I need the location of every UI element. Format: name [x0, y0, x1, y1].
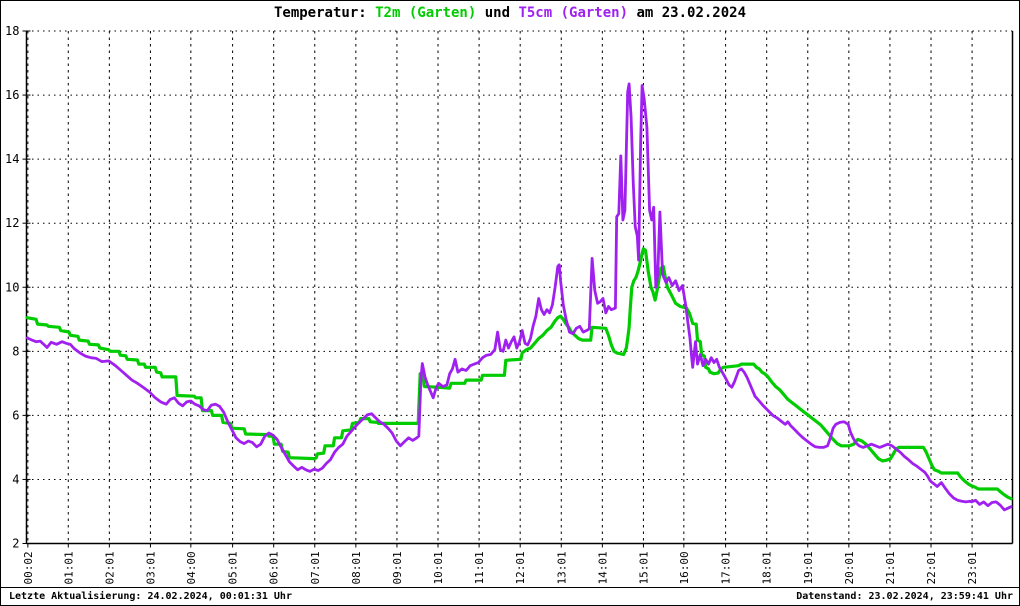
y-tick-label: 10 [5, 280, 19, 294]
series-line-t2m [25, 247, 1013, 501]
x-tick-label: 14:01 [596, 551, 609, 584]
x-tick-label: 15:01 [637, 551, 650, 584]
x-tick-label: 17:01 [720, 551, 733, 584]
chart-title: Temperatur: T2m (Garten) und T5cm (Garte… [1, 5, 1019, 21]
x-tick-label: 21:01 [884, 551, 897, 584]
y-tick-label: 14 [5, 152, 19, 166]
y-tick-label: 12 [5, 216, 19, 230]
x-tick-label: 02:01 [103, 551, 116, 584]
title-prefix: Temperatur: [273, 5, 376, 21]
title-suffix: am 23.02.2024 [628, 5, 747, 21]
y-tick-label: 16 [5, 88, 19, 102]
footer-last-update: Letzte Aktualisierung: 24.02.2024, 00:01… [9, 591, 292, 602]
y-tick-label: 2 [12, 537, 19, 551]
x-tick-label: 22:01 [925, 551, 938, 584]
x-tick-label: 00:02 [22, 551, 35, 584]
title-series1-legend: T2m (Garten) [375, 5, 477, 21]
footer-bar: Letzte Aktualisierung: 24.02.2024, 00:01… [1, 587, 1019, 605]
x-tick-label: 19:01 [802, 551, 815, 584]
x-tick-label: 01:01 [62, 551, 75, 584]
chart-svg: 2 4 6 8 10 12 14 16 18 00:02 01:01 02:01 03:01 04:00 0… [5, 24, 1014, 585]
x-tick-label: 10:01 [432, 551, 445, 584]
title-mid: und [476, 5, 519, 21]
x-tick-label: 18:01 [761, 551, 774, 584]
y-tick-label: 18 [5, 24, 19, 38]
x-tick-label: 08:01 [350, 551, 363, 584]
x-tick-label: 05:01 [227, 551, 240, 584]
x-tick-label: 09:01 [391, 551, 404, 584]
x-tick-label: 04:00 [185, 551, 198, 584]
x-tick-label: 07:01 [309, 551, 322, 584]
series-line-t5cm [25, 82, 1013, 512]
y-tick-label: 6 [12, 408, 19, 422]
title-series2-legend: T5cm (Garten) [518, 5, 629, 21]
x-tick-label: 16:00 [678, 551, 691, 584]
y-tick-label: 8 [12, 344, 19, 358]
x-tick-label: 11:01 [473, 551, 486, 584]
x-tick-label: 12:01 [514, 551, 527, 584]
x-tick-label: 06:01 [268, 551, 281, 584]
footer-data-timestamp: Datenstand: 23.02.2024, 23:59:41 Uhr [796, 591, 1013, 602]
x-tick-label: 23:01 [966, 551, 979, 584]
x-tick-label: 03:01 [144, 551, 157, 584]
x-tick-label: 13:01 [555, 551, 568, 584]
y-tick-label: 4 [12, 472, 19, 486]
x-tick-label: 20:01 [843, 551, 856, 584]
